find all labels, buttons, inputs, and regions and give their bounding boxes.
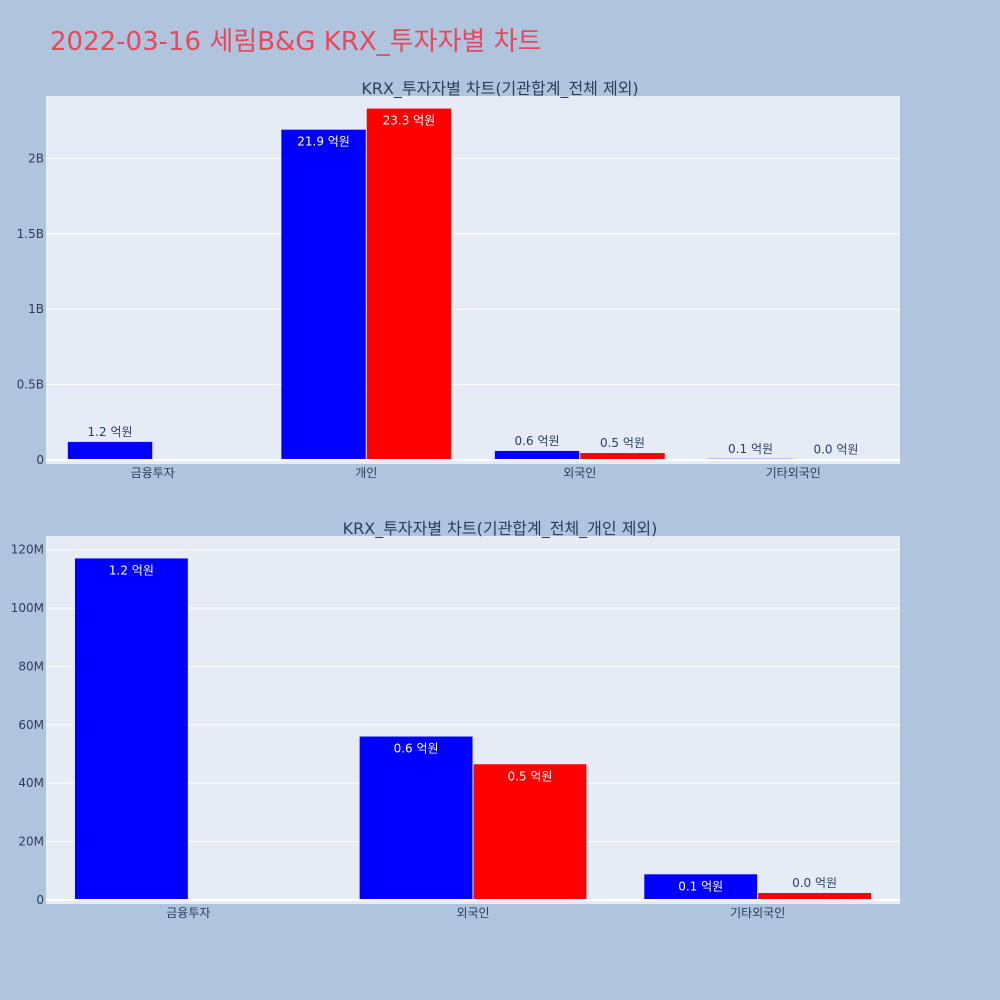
y-tick-label: 0 bbox=[36, 453, 44, 467]
x-tick-label: 금융투자 bbox=[166, 906, 210, 920]
y-tick-label: 0 bbox=[36, 893, 44, 907]
chart-panel-2: 0 20M 40M 60M 80M 100M 120M KRX_투자자별 차트(기관합계_전체… bbox=[11, 519, 900, 920]
y-tick-label: 40M bbox=[18, 776, 44, 790]
chart-title: KRX_투자자별 차트(기관합계_전체_개인 제외) bbox=[343, 519, 658, 539]
plot-area bbox=[46, 536, 900, 904]
y-tick-label: 100M bbox=[11, 601, 44, 615]
y-tick-label: 80M bbox=[18, 659, 44, 673]
bar bbox=[758, 892, 872, 900]
bar bbox=[359, 736, 473, 900]
data-label: 0.0 억원 bbox=[813, 443, 858, 457]
bar bbox=[74, 558, 188, 900]
data-label: 0.1 억원 bbox=[728, 442, 773, 456]
data-label: 23.3 억원 bbox=[383, 114, 436, 128]
data-label: 0.1 억원 bbox=[678, 879, 723, 893]
data-label: 1.2 억원 bbox=[88, 425, 133, 439]
data-label: 0.0 억원 bbox=[792, 876, 837, 890]
x-tick-label: 금융투자 bbox=[131, 466, 175, 480]
y-tick-label: 120M bbox=[11, 543, 44, 557]
x-tick-label: 기타외국인 bbox=[766, 466, 821, 480]
data-label: 0.6 억원 bbox=[515, 434, 560, 448]
y-tick-label: 1B bbox=[28, 302, 44, 316]
data-label: 21.9 억원 bbox=[297, 135, 350, 149]
y-tick-label: 60M bbox=[18, 718, 44, 732]
bar bbox=[580, 453, 665, 460]
bar bbox=[473, 764, 587, 900]
data-label: 1.2 억원 bbox=[109, 563, 154, 577]
x-tick-label: 외국인 bbox=[563, 466, 596, 480]
y-tick-label: 1.5B bbox=[17, 227, 44, 241]
chart-title: KRX_투자자별 차트(기관합계_전체 제외) bbox=[361, 79, 638, 99]
bar bbox=[67, 441, 153, 460]
bar bbox=[281, 129, 366, 461]
plot-area bbox=[46, 96, 900, 464]
charts-container: 0 0.5B 1B 1.5B 2B KRX_투자자별 차트(기관합계_전체 제외) 금융투자… bbox=[11, 79, 900, 920]
y-tick-label: 2B bbox=[28, 151, 44, 165]
page-title: 2022-03-16 세림B&G KRX_투자자별 차트 bbox=[50, 27, 541, 57]
chart-panel-1: 0 0.5B 1B 1.5B 2B KRX_투자자별 차트(기관합계_전체 제외) 금융투자… bbox=[17, 79, 900, 480]
data-label: 0.5 억원 bbox=[507, 769, 552, 783]
bar bbox=[366, 108, 452, 460]
y-tick-label: 20M bbox=[18, 835, 44, 849]
data-label: 0.5 억원 bbox=[600, 436, 645, 450]
y-tick-label: 0.5B bbox=[17, 378, 44, 392]
bar bbox=[644, 874, 758, 900]
x-tick-label: 개인 bbox=[355, 466, 377, 480]
x-tick-label: 외국인 bbox=[456, 906, 489, 920]
bar bbox=[494, 450, 580, 460]
x-tick-label: 기타외국인 bbox=[730, 906, 785, 920]
data-label: 0.6 억원 bbox=[394, 742, 439, 756]
